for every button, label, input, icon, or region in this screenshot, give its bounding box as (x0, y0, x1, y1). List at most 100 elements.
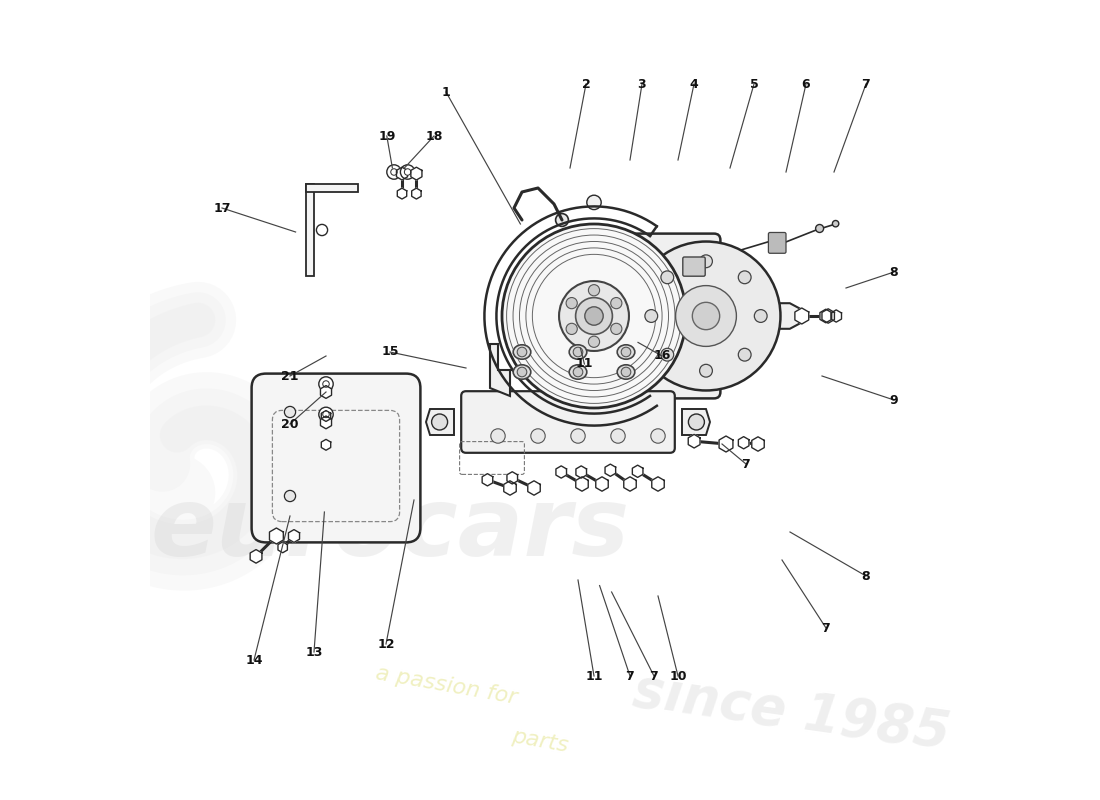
Polygon shape (426, 409, 454, 435)
Polygon shape (396, 167, 407, 180)
Text: 10: 10 (669, 670, 686, 682)
Polygon shape (605, 464, 616, 476)
Polygon shape (751, 437, 764, 451)
Circle shape (556, 214, 569, 226)
Circle shape (573, 347, 583, 357)
Circle shape (700, 364, 713, 377)
Polygon shape (490, 344, 646, 396)
Text: 3: 3 (638, 78, 647, 90)
Polygon shape (632, 465, 642, 478)
Circle shape (755, 310, 767, 322)
Circle shape (571, 429, 585, 443)
Circle shape (319, 407, 333, 422)
Text: 19: 19 (378, 130, 396, 142)
Text: 15: 15 (382, 346, 398, 358)
Circle shape (815, 225, 824, 233)
Circle shape (517, 347, 527, 357)
Polygon shape (321, 410, 331, 422)
Text: parts: parts (510, 726, 570, 756)
Circle shape (675, 286, 736, 346)
Polygon shape (411, 188, 421, 199)
FancyBboxPatch shape (252, 374, 420, 542)
FancyBboxPatch shape (584, 234, 720, 398)
Polygon shape (306, 184, 313, 276)
Polygon shape (795, 308, 808, 324)
Polygon shape (288, 530, 299, 542)
Circle shape (738, 348, 751, 361)
Circle shape (431, 414, 448, 430)
Circle shape (661, 348, 673, 361)
Text: 16: 16 (653, 350, 671, 362)
Polygon shape (528, 481, 540, 495)
Text: 5: 5 (749, 78, 758, 90)
Circle shape (322, 411, 329, 418)
Circle shape (285, 406, 296, 418)
Polygon shape (306, 184, 358, 192)
Circle shape (645, 310, 658, 322)
Text: 7: 7 (822, 622, 830, 634)
Text: 21: 21 (282, 370, 299, 382)
Circle shape (738, 271, 751, 284)
Polygon shape (278, 542, 287, 553)
Ellipse shape (514, 365, 531, 379)
Circle shape (405, 169, 410, 175)
Polygon shape (575, 477, 589, 491)
Text: since 1985: since 1985 (630, 664, 954, 760)
Text: 4: 4 (690, 78, 698, 90)
Circle shape (689, 414, 704, 430)
Polygon shape (738, 437, 749, 449)
Text: 12: 12 (377, 638, 395, 650)
Circle shape (661, 271, 673, 284)
Circle shape (502, 224, 686, 408)
Text: 2: 2 (582, 78, 591, 90)
Circle shape (692, 302, 719, 330)
Circle shape (531, 429, 546, 443)
Circle shape (588, 285, 600, 296)
Polygon shape (710, 303, 802, 329)
Text: 20: 20 (282, 418, 299, 430)
Circle shape (390, 169, 397, 175)
Circle shape (566, 298, 578, 309)
Polygon shape (397, 188, 407, 199)
Text: 1: 1 (441, 86, 450, 98)
Text: 8: 8 (890, 266, 899, 278)
Text: 6: 6 (802, 78, 811, 90)
Polygon shape (411, 167, 422, 180)
Polygon shape (482, 474, 493, 486)
Circle shape (491, 429, 505, 443)
Polygon shape (320, 386, 331, 398)
Circle shape (285, 490, 296, 502)
Circle shape (610, 323, 621, 334)
Circle shape (559, 281, 629, 351)
Polygon shape (596, 477, 608, 491)
Circle shape (585, 306, 603, 325)
Ellipse shape (617, 365, 635, 379)
FancyBboxPatch shape (683, 257, 705, 276)
Circle shape (575, 298, 613, 334)
Ellipse shape (569, 365, 586, 379)
FancyBboxPatch shape (769, 233, 786, 254)
Circle shape (833, 221, 839, 227)
Circle shape (387, 165, 402, 179)
Polygon shape (624, 477, 636, 491)
Circle shape (610, 429, 625, 443)
Polygon shape (820, 310, 832, 322)
Polygon shape (682, 409, 710, 435)
Circle shape (517, 367, 527, 377)
Text: 7: 7 (626, 670, 635, 682)
Circle shape (588, 336, 600, 347)
Polygon shape (270, 528, 284, 544)
Circle shape (566, 323, 578, 334)
Text: 17: 17 (213, 202, 231, 214)
Text: 13: 13 (306, 646, 322, 658)
Text: eurocars: eurocars (150, 483, 629, 576)
Text: 14: 14 (245, 654, 263, 666)
Circle shape (610, 298, 621, 309)
Polygon shape (507, 472, 517, 484)
Polygon shape (719, 436, 733, 452)
Text: 11: 11 (575, 358, 593, 370)
Circle shape (700, 255, 713, 268)
Polygon shape (320, 416, 331, 429)
Circle shape (400, 165, 415, 179)
Polygon shape (321, 439, 331, 450)
